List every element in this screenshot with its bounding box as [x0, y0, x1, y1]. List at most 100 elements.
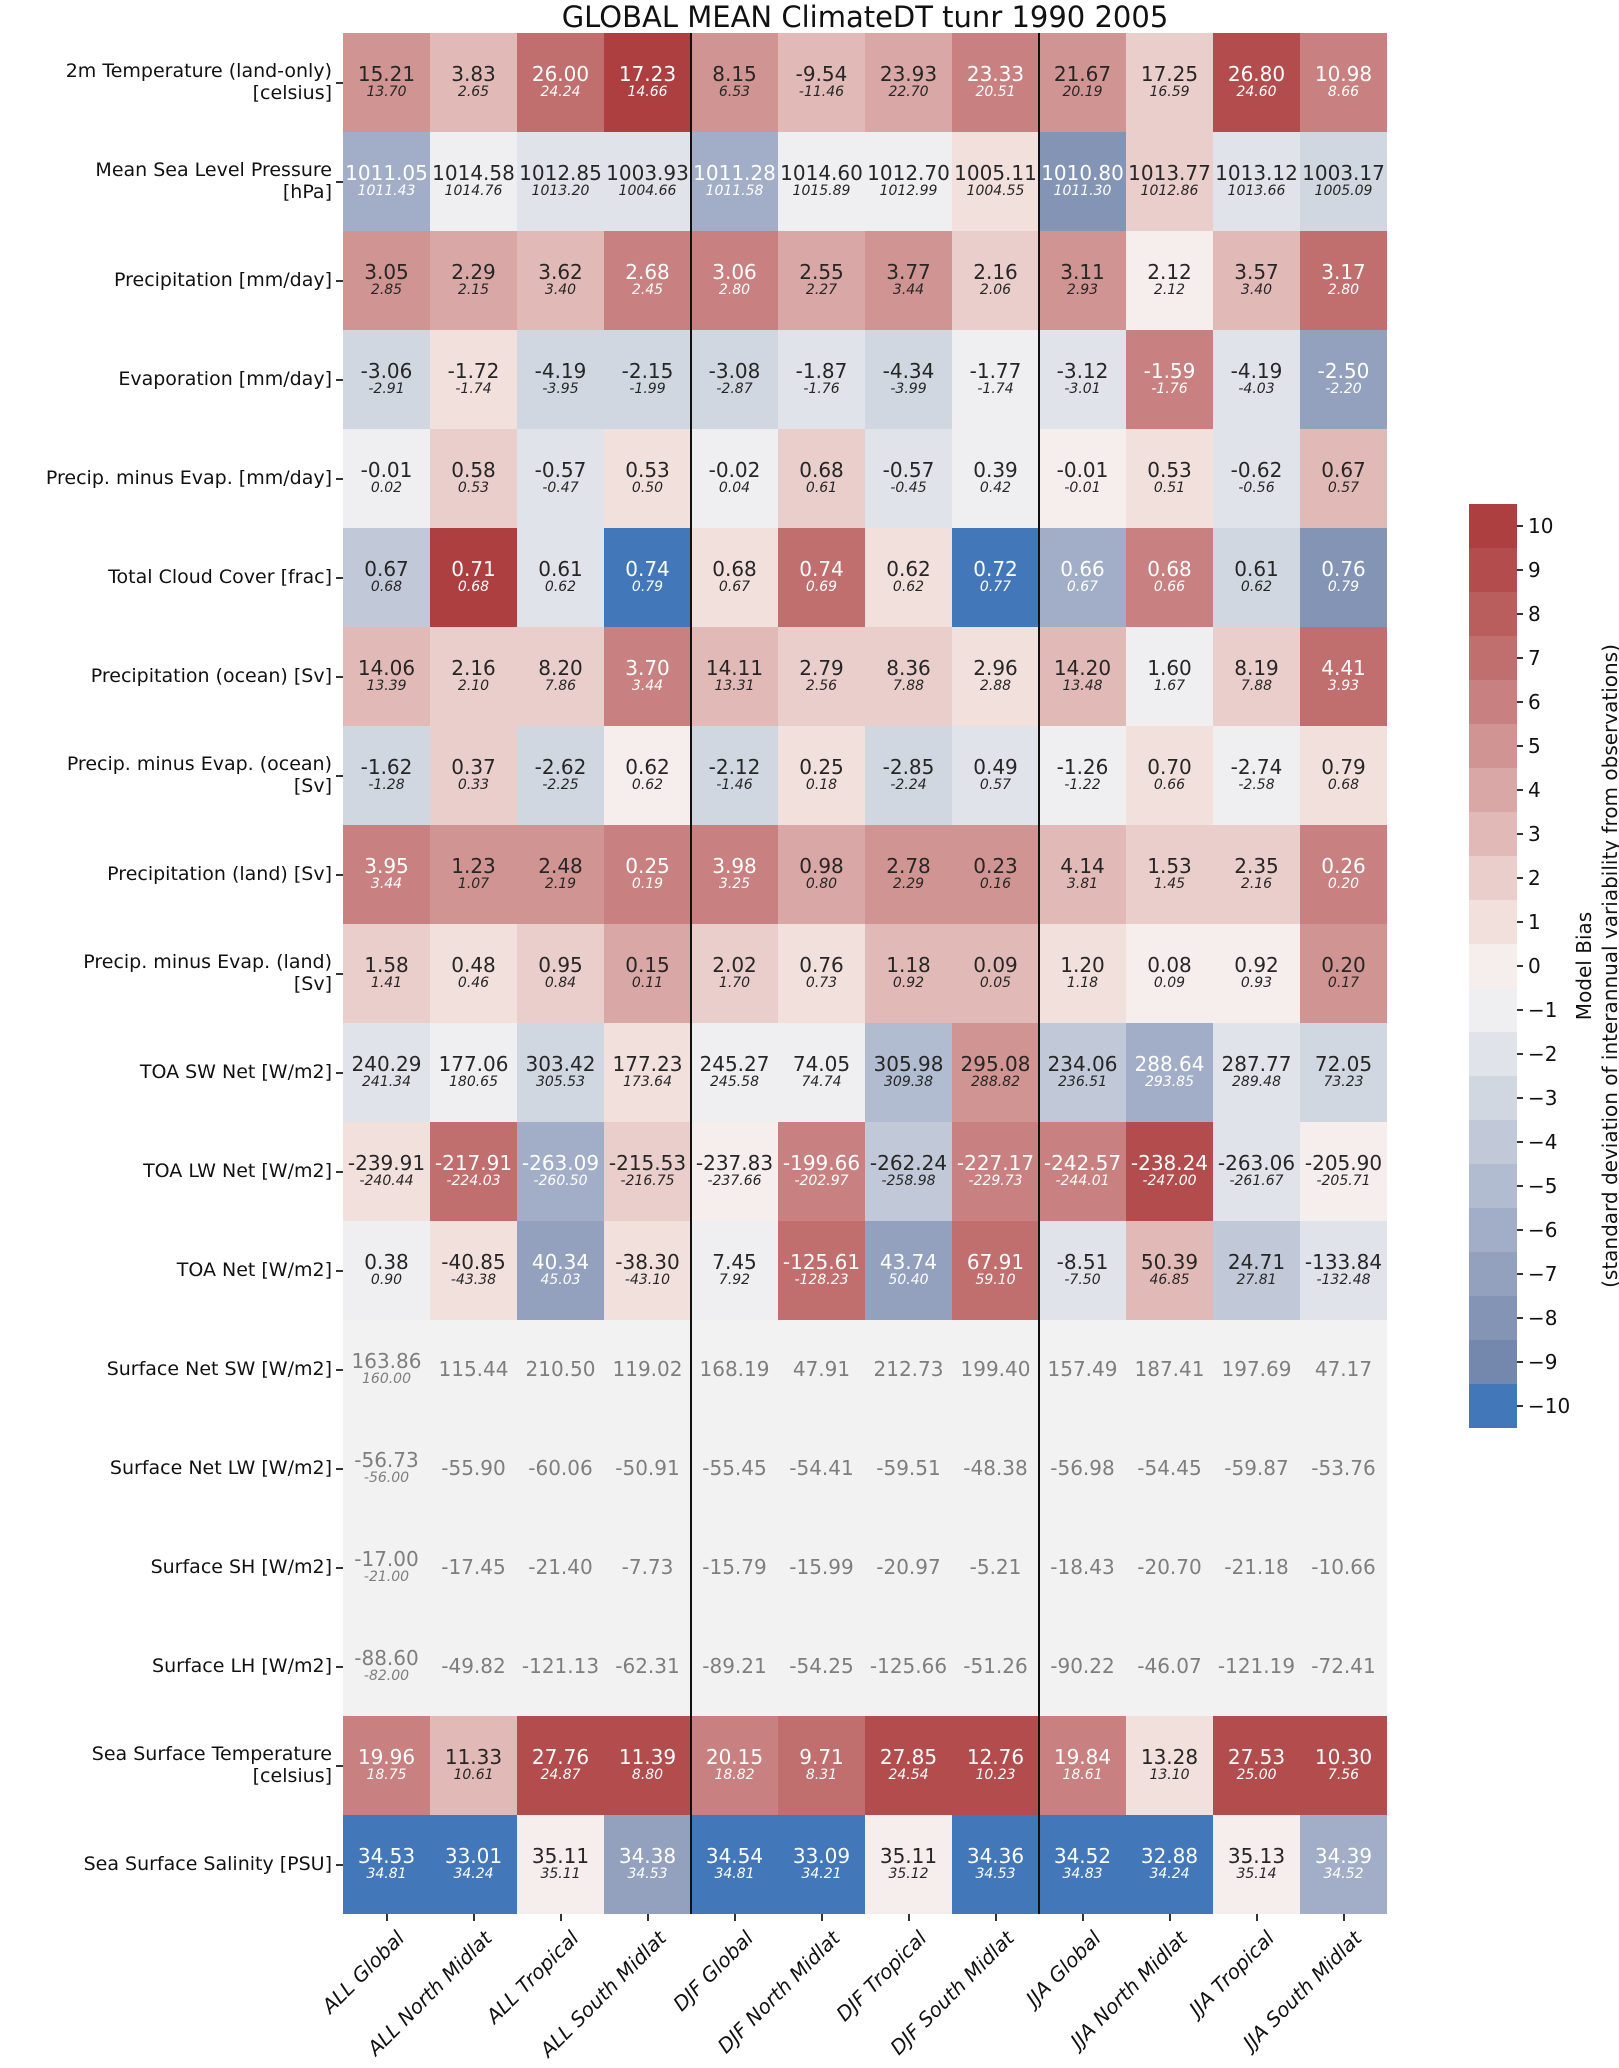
cell-value: 1003.93	[606, 161, 689, 186]
cell-value: 234.06	[1047, 1052, 1118, 1077]
heatmap-cell: -1.26 -1.22	[1039, 726, 1126, 825]
heatmap-cell: -18.43	[1039, 1518, 1126, 1617]
colorbar-title-line1: Model Bias	[1572, 911, 1596, 1021]
cell-ref-value: -237.66	[707, 1173, 762, 1190]
cell-value: 2.48	[538, 854, 583, 879]
cell-value: -1.72	[447, 359, 500, 384]
cell-value: -56.73	[354, 1448, 419, 1473]
cell-value: -7.73	[621, 1555, 674, 1579]
colorbar-segment	[1469, 1296, 1517, 1340]
cell-value: 24.71	[1227, 1250, 1286, 1275]
heatmap-cell: 0.53 0.50	[604, 429, 691, 528]
cell-ref-value: 0.19	[631, 876, 664, 893]
cell-ref-value: 2.12	[1153, 282, 1186, 299]
cell-ref-value: 13.70	[366, 84, 407, 101]
cell-ref-value: 0.67	[1066, 579, 1099, 596]
row-label-line: Precip. minus Evap. (ocean)	[66, 752, 332, 775]
row-label-line: Precipitation [mm/day]	[114, 268, 332, 291]
heatmap-cell: 0.58 0.53	[430, 429, 517, 528]
heatmap-cell: 2.35 2.16	[1213, 825, 1300, 924]
row-label: Total Cloud Cover [frac]	[0, 528, 332, 627]
cell-ref-value: -1.99	[629, 381, 666, 398]
cell-value: -239.91	[347, 1151, 426, 1176]
cell-value: 1.60	[1147, 656, 1192, 681]
cell-ref-value: 1004.66	[618, 183, 677, 200]
heatmap-cell: -15.79	[691, 1518, 778, 1617]
heatmap-cell: -59.87	[1213, 1419, 1300, 1518]
cell-value: 0.70	[1147, 755, 1192, 780]
heatmap-cell: 0.74 0.79	[604, 528, 691, 627]
cell-ref-value: 7.92	[718, 1272, 751, 1289]
heatmap-cell: 14.20 13.48	[1039, 627, 1126, 726]
heatmap-cell: -60.06	[517, 1419, 604, 1518]
cell-value: 2.12	[1147, 260, 1192, 285]
cell-ref-value: 7.56	[1327, 1767, 1360, 1784]
cell-value: -38.30	[615, 1250, 680, 1275]
heatmap-cell: 14.11 13.31	[691, 627, 778, 726]
colorbar-tick	[1517, 1317, 1523, 1319]
cell-value: 50.39	[1140, 1250, 1199, 1275]
heatmap-cell: -49.82	[430, 1617, 517, 1716]
heatmap-cell: 1003.17 1005.09	[1300, 132, 1387, 231]
cell-value: -90.22	[1050, 1654, 1115, 1678]
y-axis-tick	[336, 1269, 343, 1272]
cell-ref-value: 0.18	[805, 777, 838, 794]
colorbar-segment	[1469, 1032, 1517, 1076]
heatmap-cell: 1014.58 1014.76	[430, 132, 517, 231]
cell-value: 7.45	[712, 1250, 757, 1275]
cell-ref-value: 1012.86	[1140, 183, 1199, 200]
cell-ref-value: 245.58	[710, 1074, 759, 1091]
heatmap-cell: -1.87 -1.76	[778, 330, 865, 429]
heatmap-cell: -38.30 -43.10	[604, 1221, 691, 1320]
heatmap-cell: 295.08 288.82	[952, 1023, 1039, 1122]
cell-value: -227.17	[956, 1151, 1035, 1176]
cell-ref-value: 0.66	[1153, 579, 1186, 596]
heatmap-cell: 27.76 24.87	[517, 1716, 604, 1815]
cell-value: 20.15	[705, 1745, 764, 1770]
cell-ref-value: 1005.09	[1314, 183, 1373, 200]
colorbar-tick-label: 10	[1528, 514, 1554, 538]
heatmap-cell: 1003.93 1004.66	[604, 132, 691, 231]
cell-ref-value: 34.53	[627, 1866, 668, 1883]
cell-value: -2.85	[882, 755, 935, 780]
x-axis-tick	[1168, 1914, 1171, 1921]
x-axis-tick	[559, 1914, 562, 1921]
cell-value: -263.06	[1217, 1151, 1296, 1176]
cell-value: -1.62	[360, 755, 413, 780]
cell-ref-value: 13.39	[366, 678, 407, 695]
heatmap-cell: 0.62 0.62	[865, 528, 952, 627]
heatmap-cell: 0.95 0.84	[517, 924, 604, 1023]
heatmap-cell: -53.76	[1300, 1419, 1387, 1518]
heatmap-cell: -5.21	[952, 1518, 1039, 1617]
x-axis-tick	[1255, 1914, 1258, 1921]
cell-value: -8.51	[1056, 1250, 1109, 1275]
colorbar-tick-label: −4	[1528, 1130, 1558, 1154]
cell-value: -49.82	[441, 1654, 506, 1678]
heatmap-cell: 3.70 3.44	[604, 627, 691, 726]
heatmap-cell: 199.40	[952, 1320, 1039, 1419]
heatmap-cell: 8.15 6.53	[691, 33, 778, 132]
cell-value: 0.48	[451, 953, 496, 978]
heatmap-cell: -46.07	[1126, 1617, 1213, 1716]
cell-ref-value: -240.44	[359, 1173, 414, 1190]
heatmap-cell: 115.44	[430, 1320, 517, 1419]
col-label: ALL Global	[317, 1926, 410, 2019]
heatmap-cell: 157.49	[1039, 1320, 1126, 1419]
row-label-line: TOA SW Net [W/m2]	[139, 1060, 332, 1083]
cell-value: -10.66	[1311, 1555, 1376, 1579]
group-separator	[1038, 33, 1040, 1914]
heatmap-cell: 245.27 245.58	[691, 1023, 778, 1122]
colorbar-segment	[1469, 900, 1517, 944]
cell-ref-value: -229.73	[968, 1173, 1023, 1190]
heatmap-cell: -262.24 -258.98	[865, 1122, 952, 1221]
cell-value: 27.76	[531, 1745, 590, 1770]
cell-ref-value: -247.00	[1142, 1173, 1197, 1190]
heatmap-cell: -217.91 -224.03	[430, 1122, 517, 1221]
heatmap-cell: -263.09 -260.50	[517, 1122, 604, 1221]
cell-value: -1.26	[1056, 755, 1109, 780]
heatmap-cell: -205.90 -205.71	[1300, 1122, 1387, 1221]
colorbar-segment	[1469, 724, 1517, 768]
y-axis-tick	[336, 1764, 343, 1767]
heatmap-cell: 0.48 0.46	[430, 924, 517, 1023]
